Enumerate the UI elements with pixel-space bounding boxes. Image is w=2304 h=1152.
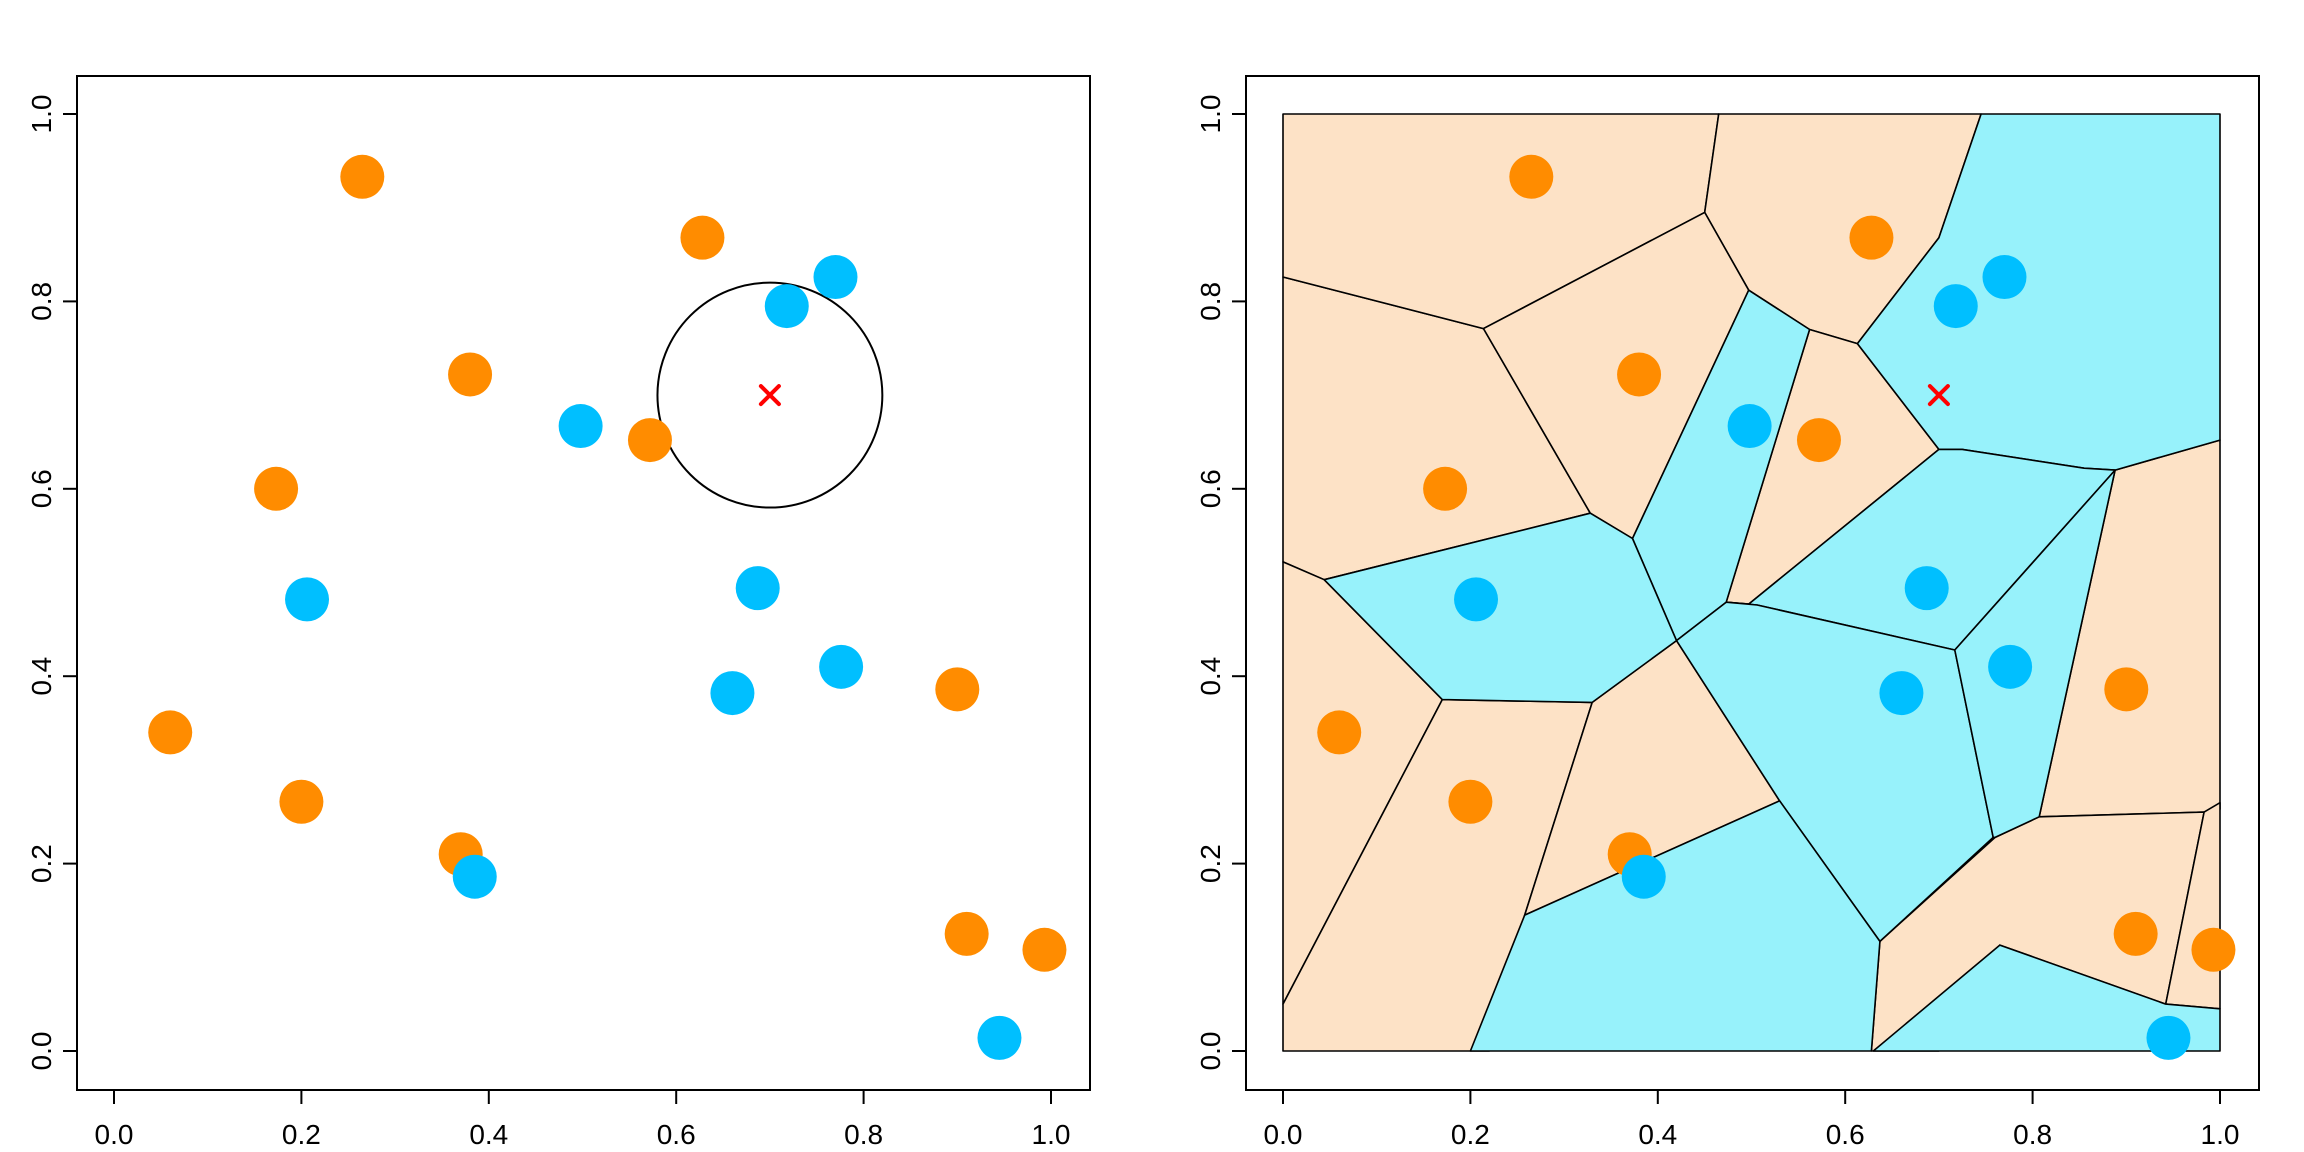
y-tick-label: 0.8 xyxy=(26,282,57,321)
y-tick-label: 0.6 xyxy=(1195,469,1226,508)
plot-frame xyxy=(76,75,1091,1091)
x-tick-label: 0.6 xyxy=(1826,1119,1865,1150)
x-tick-label: 0.2 xyxy=(282,1119,321,1150)
query-cross-stroke xyxy=(758,384,781,407)
blue-point xyxy=(1727,404,1772,449)
x-tick-label: 0.8 xyxy=(2013,1119,2052,1150)
blue-point xyxy=(735,566,780,611)
query-point-marker xyxy=(1927,384,1950,407)
orange-point xyxy=(1448,779,1493,824)
x-tick-label: 1.0 xyxy=(2201,1119,2240,1150)
orange-point xyxy=(1617,352,1662,397)
y-tick-label: 1.0 xyxy=(26,95,57,134)
orange-point xyxy=(340,154,385,199)
y-tick-label: 0.2 xyxy=(1195,844,1226,883)
orange-point xyxy=(2191,927,2236,972)
x-tick-label: 0.6 xyxy=(657,1119,696,1150)
x-axis: 0.0 0.2 0.4 0.6 0.8 1.0 xyxy=(95,1089,1071,1150)
voronoi-cell-blue xyxy=(1954,469,2116,839)
y-tick-label: 0.6 xyxy=(26,469,57,508)
blue-point xyxy=(285,577,330,622)
x-tick-label: 0.2 xyxy=(1451,1119,1490,1150)
y-tick-label: 0.2 xyxy=(26,844,57,883)
voronoi-cell-blue xyxy=(1469,799,1881,1052)
orange-point xyxy=(1796,418,1841,463)
y-axis: 0.0 0.2 0.4 0.6 0.8 1.0 xyxy=(26,95,78,1071)
query-cross-stroke xyxy=(1927,384,1950,407)
orange-point xyxy=(148,710,193,755)
blue-point xyxy=(819,644,864,689)
orange-point xyxy=(944,911,989,956)
x-tick-label: 0.8 xyxy=(844,1119,883,1150)
orange-point xyxy=(1849,215,1894,260)
blue-point xyxy=(977,1015,1022,1060)
y-tick-label: 0.4 xyxy=(1195,657,1226,696)
blue-point xyxy=(710,671,755,716)
orange-point xyxy=(254,466,299,511)
blue-point xyxy=(1904,566,1949,611)
orange-point xyxy=(680,215,725,260)
x-tick-label: 1.0 xyxy=(1032,1119,1071,1150)
blue-point xyxy=(1621,854,1666,899)
orange-point xyxy=(935,667,980,712)
blue-point xyxy=(1982,255,2027,300)
query-point-marker xyxy=(758,384,781,407)
blue-point xyxy=(813,255,858,300)
blue-point xyxy=(1879,671,1924,716)
orange-point xyxy=(2104,667,2149,712)
y-axis: 0.0 0.2 0.4 0.6 0.8 1.0 xyxy=(1195,95,1247,1071)
x-tick-label: 0.0 xyxy=(1264,1119,1303,1150)
x-tick-label: 0.0 xyxy=(95,1119,134,1150)
blue-point xyxy=(558,404,603,449)
y-tick-label: 0.4 xyxy=(26,657,57,696)
orange-point xyxy=(1423,466,1468,511)
blue-point xyxy=(764,284,809,329)
x-axis: 0.0 0.2 0.4 0.6 0.8 1.0 xyxy=(1264,1089,2240,1150)
neighborhood-circle xyxy=(656,281,884,509)
orange-point xyxy=(627,418,672,463)
y-tick-label: 0.8 xyxy=(1195,282,1226,321)
orange-point xyxy=(1022,927,1067,972)
x-tick-label: 0.4 xyxy=(1638,1119,1677,1150)
blue-point xyxy=(452,854,497,899)
orange-point xyxy=(1317,710,1362,755)
orange-point xyxy=(1509,154,1554,199)
orange-point xyxy=(279,779,324,824)
blue-point xyxy=(1988,644,2033,689)
voronoi-scatter-panel: 0.0 0.2 0.4 0.6 0.8 1.0 0.0 0.2 0.4 0.6 0.8 1.0 xyxy=(1195,75,2260,1150)
orange-point xyxy=(448,352,493,397)
knn-scatter-panel: 0.0 0.2 0.4 0.6 0.8 1.0 0.0 0.2 0.4 0.6 0.8 1.0 xyxy=(26,75,1091,1150)
blue-point xyxy=(1454,577,1499,622)
y-tick-label: 0.0 xyxy=(26,1032,57,1071)
y-tick-label: 0.0 xyxy=(1195,1032,1226,1071)
decision-regions xyxy=(1282,113,2221,1052)
orange-point xyxy=(2113,911,2158,956)
blue-point xyxy=(2146,1015,2191,1060)
x-tick-label: 0.4 xyxy=(469,1119,508,1150)
blue-point xyxy=(1933,284,1978,329)
y-tick-label: 1.0 xyxy=(1195,95,1226,134)
